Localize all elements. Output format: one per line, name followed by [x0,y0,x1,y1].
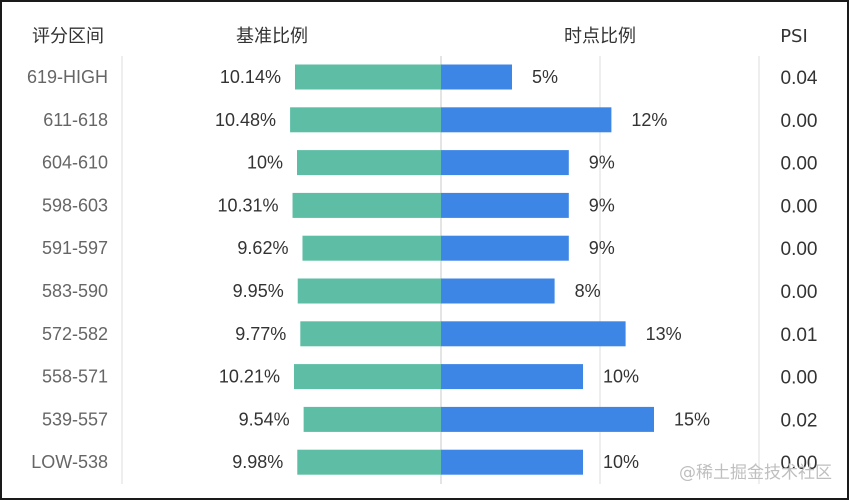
psi-value: 0.00 [781,154,818,175]
base-value-label: 9.77% [235,324,286,344]
table-row: 619-HIGH 10.14% 5% 0.04 [27,64,818,90]
table-row: LOW-538 9.98% 10% 0.00 [31,449,818,475]
base-value-label: 9.54% [239,409,290,429]
base-value-label: 10.48% [215,110,276,130]
header-psi: PSI [780,26,808,47]
table-row: 604-610 10% 9% 0.00 [42,150,818,176]
point-value-label: 10% [603,452,639,472]
base-bar [292,192,441,218]
point-bar [441,278,555,304]
psi-value: 0.00 [781,282,818,303]
point-value-label: 10% [603,367,639,387]
point-bar [441,64,512,90]
psi-value: 0.00 [781,111,818,132]
header-point: 时点比例 [564,26,636,47]
header-range: 评分区间 [32,26,104,47]
base-bar [300,321,441,347]
point-bar [441,449,583,475]
table-row: 591-597 9.62% 9% 0.00 [42,235,818,261]
base-bar [297,278,441,304]
point-value-label: 13% [646,324,682,344]
psi-value: 0.04 [781,68,818,89]
category-label: LOW-538 [31,452,108,472]
category-label: 572-582 [42,324,108,344]
point-value-label: 15% [674,409,710,429]
header-base: 基准比例 [236,26,308,47]
point-bar [441,364,583,390]
category-label: 604-610 [42,153,108,173]
rows-layer: 619-HIGH 10.14% 5% 0.04 611-618 10.48% 12% 0.00… [27,64,818,475]
header-row: 评分区间 基准比例 时点比例 PSI [32,26,808,47]
psi-value: 0.00 [781,196,818,217]
base-value-label: 10% [247,153,283,173]
point-bar [441,150,569,176]
point-bar [441,321,626,347]
table-row: 583-590 9.95% 8% 0.00 [42,278,818,304]
psi-value: 0.02 [781,410,818,431]
base-bar [290,107,441,133]
table-row: 611-618 10.48% 12% 0.00 [43,107,818,133]
point-bar [441,107,612,133]
category-label: 583-590 [42,281,108,301]
point-value-label: 5% [532,67,558,87]
base-value-label: 10.21% [219,367,280,387]
psi-value: 0.00 [781,453,818,474]
base-bar [302,235,441,261]
watermark: @稀土掘金技术社区 [679,463,832,483]
base-value-label: 10.31% [217,195,278,215]
base-bar [293,364,441,390]
table-row: 558-571 10.21% 10% 0.00 [42,364,818,390]
point-value-label: 9% [589,238,615,258]
psi-value: 0.01 [781,325,818,346]
base-value-label: 10.14% [220,67,281,87]
base-value-label: 9.95% [233,281,284,301]
base-bar [297,150,441,176]
point-value-label: 12% [631,110,667,130]
base-bar [303,406,441,432]
category-label: 611-618 [43,110,108,130]
psi-value: 0.00 [781,368,818,389]
point-bar [441,406,654,432]
point-value-label: 9% [589,153,615,173]
base-value-label: 9.98% [232,452,283,472]
category-label: 598-603 [42,195,108,215]
category-label: 591-597 [42,238,108,258]
point-bar [441,235,569,261]
table-row: 539-557 9.54% 15% 0.02 [42,406,818,432]
point-value-label: 9% [589,195,615,215]
point-bar [441,192,569,218]
table-row: 598-603 10.31% 9% 0.00 [42,192,818,218]
table-row: 572-582 9.77% 13% 0.01 [42,321,818,347]
category-label: 539-557 [42,409,108,429]
point-value-label: 8% [575,281,601,301]
category-label: 619-HIGH [27,67,108,87]
base-value-label: 9.62% [237,238,288,258]
category-label: 558-571 [42,367,108,387]
psi-value: 0.00 [781,239,818,260]
base-bar [294,64,441,90]
base-bar [297,449,441,475]
